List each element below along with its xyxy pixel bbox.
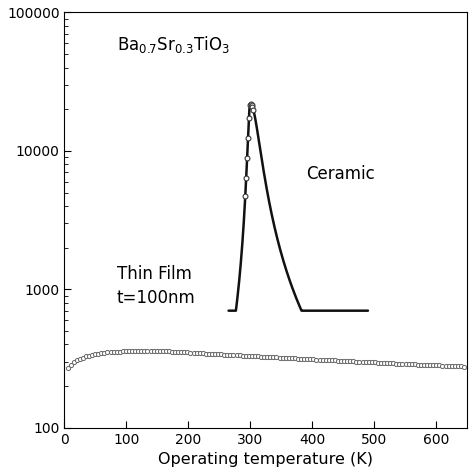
Text: Ceramic: Ceramic (306, 164, 375, 182)
X-axis label: Operating temperature (K): Operating temperature (K) (158, 452, 373, 467)
Text: Thin Film
t=100nm: Thin Film t=100nm (117, 265, 195, 307)
Text: Ba$_{0.7}$Sr$_{0.3}$TiO$_3$: Ba$_{0.7}$Sr$_{0.3}$TiO$_3$ (117, 34, 230, 55)
